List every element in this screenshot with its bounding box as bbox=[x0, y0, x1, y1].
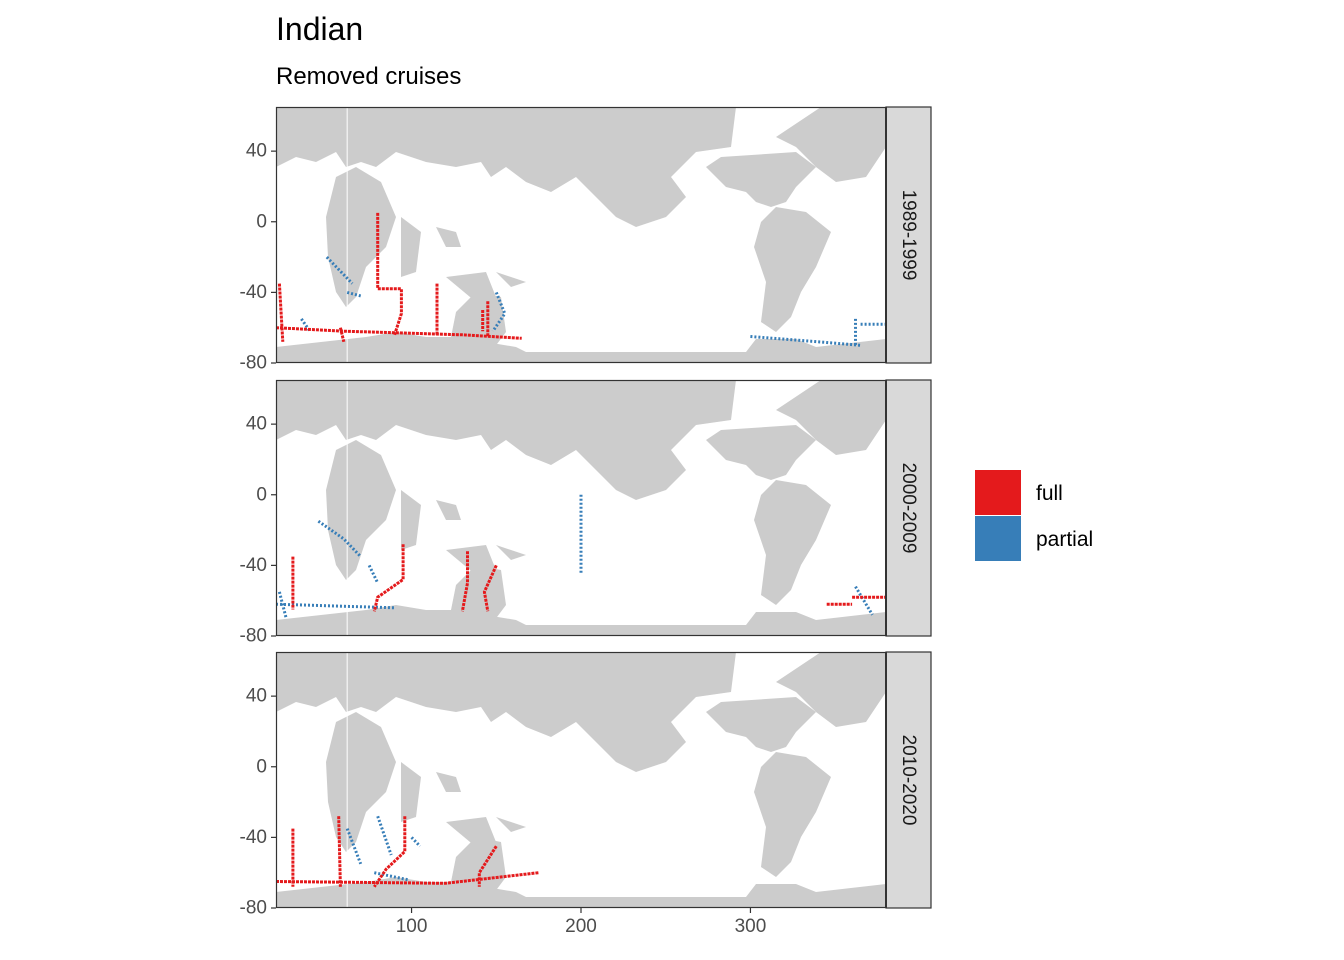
y-tick-label: 0 bbox=[256, 211, 267, 232]
track-full bbox=[276, 326, 522, 340]
track-partial bbox=[277, 591, 288, 619]
y-tick-label: 40 bbox=[246, 686, 267, 707]
cruise-tracks bbox=[276, 494, 886, 619]
facet-strip bbox=[885, 379, 932, 637]
track-partial bbox=[376, 815, 393, 856]
facet-panel: 2000-2009 40 0 -40 -80 bbox=[240, 379, 932, 647]
track-full bbox=[276, 871, 539, 885]
chart-subtitle: Removed cruises bbox=[276, 63, 461, 90]
y-tick-label: -80 bbox=[240, 353, 267, 374]
y-tick-label: 0 bbox=[256, 756, 267, 777]
track-full bbox=[376, 212, 403, 336]
legend-key-partial bbox=[975, 516, 1021, 561]
land-mask bbox=[276, 107, 886, 363]
legend-key-full bbox=[975, 470, 1021, 515]
land-mask bbox=[276, 380, 886, 636]
legend: full partial bbox=[975, 470, 1093, 561]
track-partial bbox=[854, 585, 874, 616]
facet-label: 2010-2020 bbox=[898, 735, 919, 826]
track-full bbox=[460, 551, 469, 612]
facet-label: 2000-2009 bbox=[898, 463, 919, 554]
track-full bbox=[277, 283, 285, 342]
track-partial bbox=[373, 871, 409, 882]
y-tick-label: -40 bbox=[240, 282, 267, 303]
facet-label: 1989-1999 bbox=[898, 190, 919, 281]
legend-label-partial: partial bbox=[1036, 528, 1093, 551]
track-partial bbox=[491, 291, 507, 333]
y-tick-label: -40 bbox=[240, 555, 267, 576]
cruise-tracks bbox=[276, 212, 886, 347]
track-full bbox=[372, 544, 405, 612]
track-partial bbox=[367, 564, 380, 584]
facet-strip bbox=[885, 106, 932, 364]
track-full bbox=[373, 816, 407, 888]
cruise-tracks bbox=[276, 815, 539, 888]
track-partial bbox=[750, 335, 861, 347]
land-mask bbox=[276, 652, 886, 908]
legend-label-full: full bbox=[1036, 482, 1063, 505]
facet-panel: 2010-2020 40 0 -40 -80 bbox=[240, 651, 932, 919]
facet-panel: 1989-1999 40 0 -40 -80 bbox=[240, 106, 932, 374]
y-tick-label: -80 bbox=[240, 626, 267, 647]
x-tick-label: 100 bbox=[396, 916, 428, 937]
y-tick-label: -80 bbox=[240, 898, 267, 919]
y-tick-label: 40 bbox=[246, 141, 267, 162]
x-tick-label: 200 bbox=[565, 916, 597, 937]
track-full bbox=[477, 845, 498, 887]
facet-panels: 1989-1999400-40-802000-2009400-40-802010… bbox=[240, 106, 932, 919]
facet-strip bbox=[885, 651, 932, 909]
y-tick-label: 0 bbox=[256, 484, 267, 505]
x-tick-label: 300 bbox=[735, 916, 767, 937]
y-tick-label: 40 bbox=[246, 414, 267, 435]
chart-title: Indian bbox=[276, 11, 363, 47]
y-tick-label: -40 bbox=[240, 827, 267, 848]
track-full bbox=[482, 564, 498, 612]
track-full bbox=[337, 816, 342, 887]
x-axis: 100 200 300 bbox=[396, 908, 767, 937]
